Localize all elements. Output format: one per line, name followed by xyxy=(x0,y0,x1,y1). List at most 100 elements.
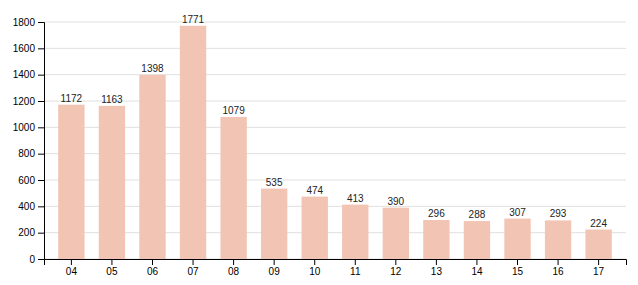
y-tick: 0 xyxy=(29,254,44,265)
x-tick-label: 16 xyxy=(553,266,565,277)
data-label: 474 xyxy=(306,185,323,196)
y-tick-mark xyxy=(38,154,44,155)
x-tick: 12 xyxy=(390,259,402,277)
x-tick: 14 xyxy=(471,259,483,277)
data-label: 296 xyxy=(428,208,445,219)
x-tick: 09 xyxy=(269,259,281,277)
x-tick-mark xyxy=(233,259,234,265)
y-tick: 200 xyxy=(18,227,44,238)
bar xyxy=(464,221,490,259)
data-label: 1079 xyxy=(222,105,245,116)
grid-line xyxy=(44,206,626,207)
data-label: 1172 xyxy=(61,93,83,104)
data-label: 307 xyxy=(509,207,526,218)
data-label: 1398 xyxy=(141,63,164,74)
bar xyxy=(545,220,571,259)
x-tick-mark xyxy=(517,259,518,265)
y-axis: 020040060080010001200140016001800 xyxy=(13,17,45,265)
bar xyxy=(504,219,530,259)
data-label: 1163 xyxy=(101,94,123,105)
bar xyxy=(220,117,246,259)
bar xyxy=(383,208,409,259)
x-tick-mark xyxy=(395,259,396,265)
y-tick-mark xyxy=(38,22,44,23)
y-tick-mark xyxy=(38,101,44,102)
x-tick-mark xyxy=(598,259,599,265)
y-tick-mark xyxy=(38,259,44,260)
x-tick-mark xyxy=(152,259,153,265)
bar xyxy=(302,197,328,259)
data-label: 413 xyxy=(347,193,364,204)
data-label: 1771 xyxy=(182,14,205,25)
bar xyxy=(261,189,287,259)
x-tick: 15 xyxy=(512,259,524,277)
x-axis: 04 05 06 07 08 09 10 11 12 13 14 15 16 17 xyxy=(45,259,627,277)
y-tick-mark xyxy=(38,127,44,128)
grid xyxy=(44,22,626,259)
y-tick-mark xyxy=(38,233,44,234)
y-tick-mark xyxy=(38,180,44,181)
y-tick-label: 1600 xyxy=(13,43,36,54)
x-tick: 10 xyxy=(309,259,321,277)
x-tick: 13 xyxy=(431,259,443,277)
bar xyxy=(423,220,449,259)
data-label: 293 xyxy=(550,208,567,219)
x-tick-label: 05 xyxy=(106,266,118,277)
x-axis-line xyxy=(45,260,627,266)
x-tick-label: 14 xyxy=(471,266,483,277)
x-tick-label: 10 xyxy=(309,266,321,277)
data-label: 535 xyxy=(266,177,283,188)
grid-line xyxy=(44,153,626,154)
bar xyxy=(58,105,84,259)
y-tick-label: 1400 xyxy=(13,69,36,80)
x-tick-label: 09 xyxy=(269,266,281,277)
x-tick-label: 07 xyxy=(187,266,199,277)
y-tick-mark xyxy=(38,48,44,49)
data-label: 288 xyxy=(469,209,486,220)
y-tick: 800 xyxy=(18,148,44,159)
data-label: 224 xyxy=(590,218,607,229)
y-tick-label: 200 xyxy=(18,227,35,238)
x-tick: 16 xyxy=(553,259,565,277)
grid-line xyxy=(44,48,626,49)
y-tick-label: 600 xyxy=(18,175,35,186)
y-tick: 1800 xyxy=(13,17,44,28)
x-tick-mark xyxy=(314,259,315,265)
x-tick: 05 xyxy=(106,259,118,277)
bar xyxy=(180,26,206,259)
x-tick: 04 xyxy=(66,259,78,277)
chart-container: 1172116313981771107953547441339029628830… xyxy=(0,0,638,285)
y-tick-label: 1800 xyxy=(13,17,36,28)
x-tick: 07 xyxy=(187,259,199,277)
bar xyxy=(342,205,368,259)
grid-line xyxy=(44,101,626,102)
plot: 1172116313981771107953547441339029628830… xyxy=(13,14,627,277)
x-tick-mark xyxy=(476,259,477,265)
grid-line xyxy=(44,180,626,181)
y-tick: 400 xyxy=(18,201,44,212)
x-tick-mark xyxy=(355,259,356,265)
x-tick-mark xyxy=(558,259,559,265)
y-tick: 1400 xyxy=(13,69,44,80)
y-tick-mark xyxy=(38,75,44,76)
x-tick-label: 06 xyxy=(147,266,159,277)
x-tick-label: 15 xyxy=(512,266,524,277)
y-tick-mark xyxy=(38,206,44,207)
x-tick-mark xyxy=(71,259,72,265)
y-tick-label: 1200 xyxy=(13,96,36,107)
x-tick: 11 xyxy=(350,259,361,277)
y-axis-line xyxy=(38,23,45,260)
x-tick: 08 xyxy=(228,259,240,277)
grid-line xyxy=(44,22,626,23)
x-tick-mark xyxy=(111,259,112,265)
grid-line xyxy=(44,127,626,128)
x-tick: 17 xyxy=(593,259,605,277)
chart-svg: 1172116313981771107953547441339029628830… xyxy=(0,0,638,285)
bar xyxy=(585,230,611,259)
bar xyxy=(99,106,125,259)
grid-line xyxy=(44,232,626,233)
grid-line xyxy=(44,74,626,75)
y-tick-label: 400 xyxy=(18,201,35,212)
x-tick-mark xyxy=(193,259,194,265)
x-tick-label: 11 xyxy=(350,266,361,277)
